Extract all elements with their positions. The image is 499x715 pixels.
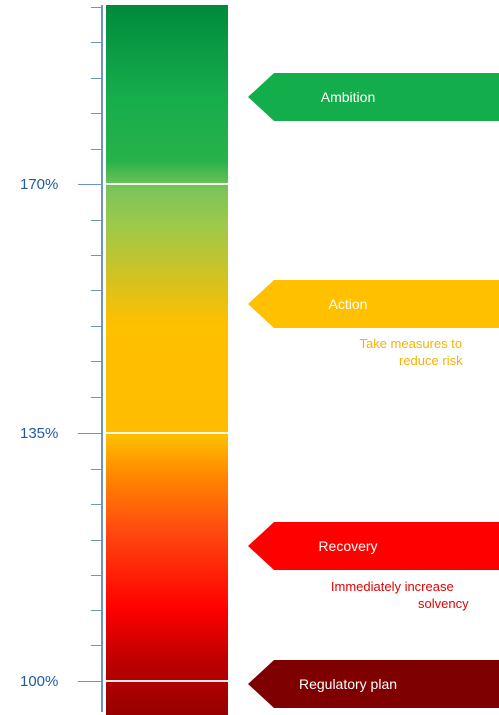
- description-line: solvency: [418, 596, 469, 611]
- axis-tick-major: [78, 433, 103, 434]
- arrow-shape: [248, 522, 499, 570]
- axis-tick: [91, 290, 103, 291]
- axis-line: [101, 5, 103, 712]
- axis-tick: [91, 255, 103, 256]
- description-line: Immediately increase: [330, 579, 454, 594]
- arrow-shape: [248, 280, 499, 328]
- zone-ambition: Ambition: [248, 73, 499, 121]
- axis-tick: [91, 575, 103, 576]
- zone-recovery: Recovery: [248, 522, 499, 570]
- zone-action: Action: [248, 280, 499, 328]
- axis-tick: [91, 149, 103, 150]
- description-line: Take measures to: [359, 336, 463, 351]
- description-line: reduce risk: [399, 353, 463, 368]
- threshold-line-135: [106, 432, 228, 434]
- axis-tick: [91, 78, 103, 79]
- zone-action-description: Take measures to reduce risk: [359, 335, 463, 369]
- solvency-gauge-bar: [106, 5, 228, 715]
- zone-label: Action: [328, 296, 368, 312]
- axis-tick: [91, 361, 103, 362]
- tick-label-100: 100%: [20, 673, 59, 690]
- zone-regulatory-plan: Regulatory plan: [248, 660, 499, 708]
- axis-tick-major: [78, 184, 103, 185]
- tick-label-170: 170%: [20, 176, 59, 193]
- axis-tick: [91, 504, 103, 505]
- zone-label: Recovery: [318, 538, 378, 554]
- axis-tick: [91, 113, 103, 114]
- arrow-shape: [248, 660, 499, 708]
- threshold-line-100: [106, 680, 228, 682]
- zone-label: Ambition: [320, 89, 376, 105]
- axis-tick: [91, 397, 103, 398]
- zone-recovery-description: Immediately increase solvency: [316, 578, 469, 612]
- tick-label-135: 135%: [20, 425, 59, 442]
- axis-tick-major: [78, 681, 103, 682]
- arrow-shape: [248, 73, 499, 121]
- threshold-line-170: [106, 183, 228, 185]
- zone-label: Regulatory plan: [298, 676, 398, 692]
- axis-tick: [91, 540, 103, 541]
- axis-tick: [91, 42, 103, 43]
- axis-tick: [91, 610, 103, 611]
- axis-tick: [91, 220, 103, 221]
- axis-tick: [91, 645, 103, 646]
- axis-tick: [91, 326, 103, 327]
- axis-tick: [91, 7, 103, 8]
- axis-tick: [91, 469, 103, 470]
